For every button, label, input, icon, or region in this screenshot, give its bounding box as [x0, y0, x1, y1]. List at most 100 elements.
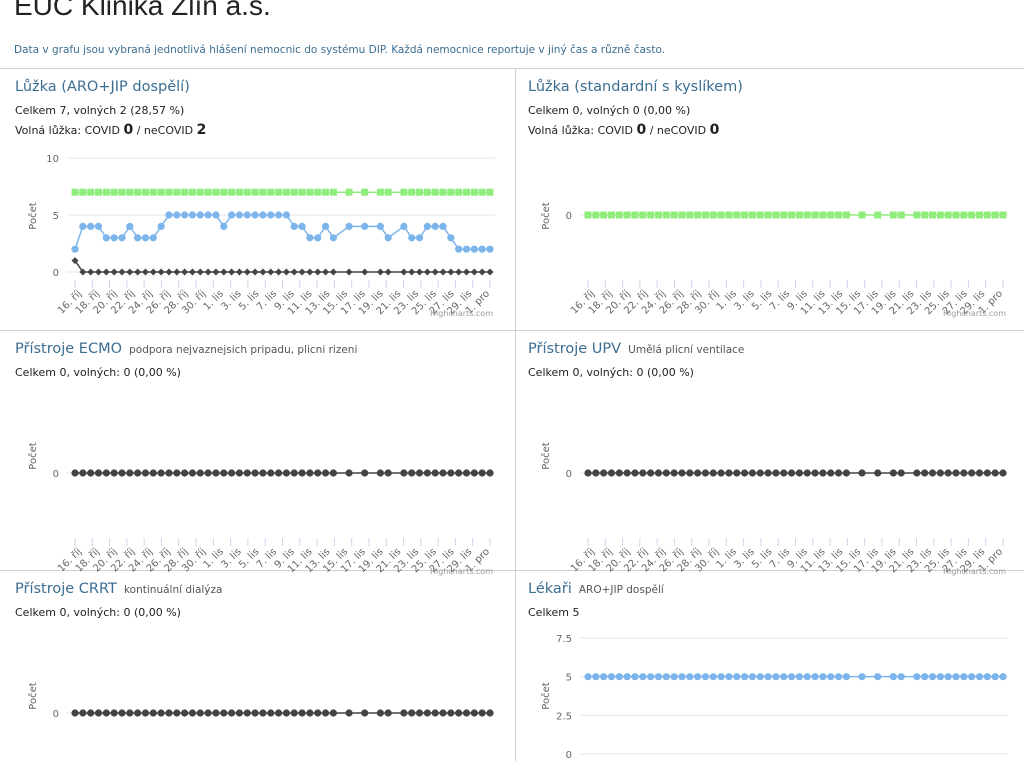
data-point: [678, 673, 686, 681]
data-point: [709, 673, 717, 681]
data-point: [212, 211, 220, 219]
data-point: [423, 222, 431, 230]
free-beds-mid: / neCOVID: [133, 124, 197, 137]
data-point: [842, 673, 850, 681]
data-point: [196, 709, 204, 717]
data-point: [400, 709, 408, 717]
data-point: [952, 469, 960, 477]
y-tick-label: 10: [46, 154, 59, 165]
data-point: [983, 211, 991, 219]
data-point: [102, 268, 110, 276]
data-point: [181, 709, 189, 717]
data-point: [314, 469, 322, 477]
chart-doctors: 0 2.5 5 7.5 Počet: [540, 634, 1008, 761]
data-point: [275, 268, 283, 276]
panel-name: Přístroje CRRT: [15, 581, 117, 597]
data-point: [235, 268, 243, 276]
data-point: [827, 469, 835, 477]
data-point: [897, 673, 905, 681]
data-point: [803, 673, 811, 681]
summary-line: Celkem 7, volných 2 (28,57 %): [15, 104, 185, 117]
data-point: [717, 211, 725, 219]
summary-line: Celkem 0, volných: 0 (0,00 %): [528, 366, 694, 379]
data-point: [298, 222, 306, 230]
data-point: [921, 469, 929, 477]
data-point: [290, 268, 298, 276]
y-tick-label: 0: [53, 709, 59, 720]
data-point: [243, 709, 251, 717]
data-point: [306, 268, 314, 276]
data-point: [478, 469, 486, 477]
data-point: [282, 268, 290, 276]
data-point: [376, 469, 384, 477]
data-point: [384, 234, 392, 242]
data-point: [110, 268, 118, 276]
panel-subtitle: podpora nejvaznejsich pripadu, plicni ri…: [129, 344, 358, 356]
data-point: [275, 188, 283, 196]
data-point: [173, 188, 181, 196]
data-point: [290, 188, 298, 196]
data-point: [243, 211, 251, 219]
data-point: [345, 222, 353, 230]
data-point: [345, 469, 353, 477]
data-point: [314, 268, 322, 276]
panel-title: Lékaři ARO+JIP dospělí: [528, 578, 664, 597]
panel-name: Lékaři: [528, 581, 572, 597]
data-point: [592, 673, 600, 681]
data-point: [71, 469, 79, 477]
data-point: [322, 268, 330, 276]
data-point: [733, 211, 741, 219]
data-point: [251, 188, 259, 196]
data-point: [470, 245, 478, 253]
data-point: [157, 268, 165, 276]
data-point: [173, 469, 181, 477]
data-point: [361, 188, 369, 196]
data-point: [670, 469, 678, 477]
y-axis-title: Počet: [540, 442, 552, 469]
data-point: [772, 469, 780, 477]
data-point: [321, 709, 330, 717]
highcharts-credit: Highcharts.com: [943, 567, 1006, 576]
data-point: [913, 211, 921, 219]
data-point: [478, 709, 486, 717]
data-point: [282, 188, 290, 196]
data-point: [439, 188, 447, 196]
panel-name: Přístroje ECMO: [15, 341, 123, 357]
data-point: [321, 222, 330, 230]
data-point: [267, 188, 275, 196]
y-tick-label: 0: [566, 211, 572, 222]
data-point: [165, 211, 173, 219]
data-point: [874, 211, 882, 219]
y-tick-label: 0: [53, 268, 59, 279]
data-point: [733, 673, 741, 681]
data-point: [936, 673, 944, 681]
data-point: [701, 673, 710, 681]
panel-name: Lůžka (standardní s kyslíkem): [528, 79, 743, 95]
y-tick-label: 2.5: [556, 711, 572, 722]
data-point: [345, 188, 353, 196]
data-point: [134, 469, 142, 477]
data-point: [361, 709, 369, 717]
data-point: [87, 222, 95, 230]
data-point: [717, 673, 725, 681]
data-point: [423, 268, 431, 276]
data-point: [439, 222, 447, 230]
data-point: [592, 469, 600, 477]
data-point: [400, 469, 408, 477]
data-point: [220, 268, 228, 276]
data-point: [447, 234, 455, 242]
y-axis-title: Počet: [27, 682, 39, 709]
data-point: [196, 211, 204, 219]
data-point: [204, 188, 212, 196]
data-point: [188, 469, 197, 477]
data-point: [220, 469, 228, 477]
data-point: [788, 211, 796, 219]
data-point: [787, 469, 796, 477]
data-point: [79, 188, 87, 196]
data-point: [960, 469, 968, 477]
data-point: [709, 211, 717, 219]
data-point: [462, 709, 471, 717]
intro-text: Data v grafu jsou vybraná jednotlivá hlá…: [14, 44, 666, 56]
data-point: [455, 709, 463, 717]
data-point: [709, 469, 717, 477]
